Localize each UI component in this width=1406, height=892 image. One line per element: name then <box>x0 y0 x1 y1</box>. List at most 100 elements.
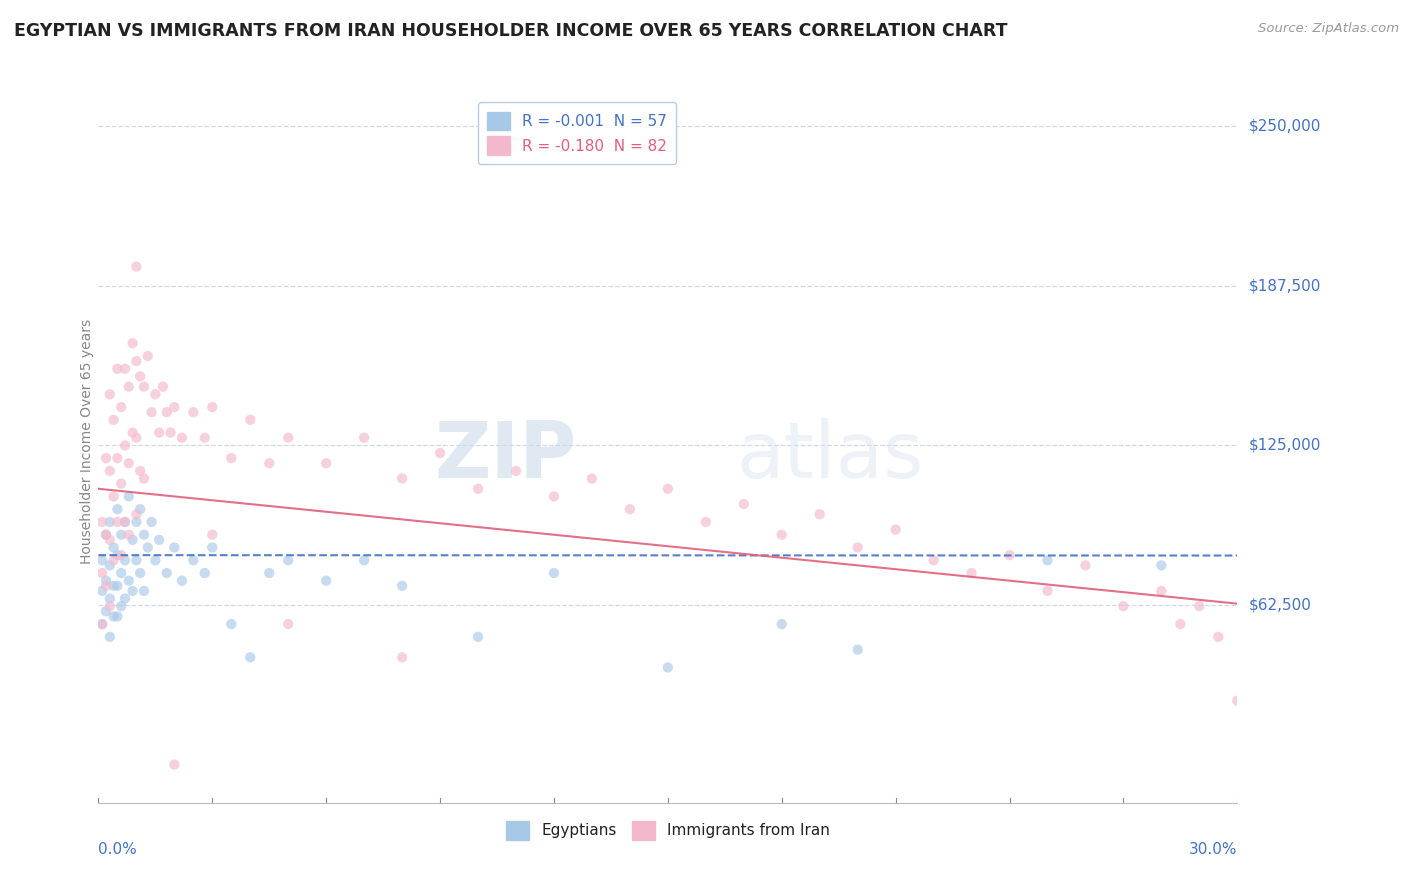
Point <box>163 400 186 414</box>
Point <box>170 431 193 445</box>
Point <box>132 527 155 541</box>
Point <box>163 757 186 772</box>
Point <box>98 599 121 614</box>
Point <box>353 553 375 567</box>
Point <box>103 579 125 593</box>
Point <box>110 400 132 414</box>
Point <box>91 566 114 580</box>
Point <box>846 541 869 555</box>
Point <box>194 566 217 580</box>
Point <box>136 541 159 555</box>
Point <box>103 490 125 504</box>
Point <box>103 413 125 427</box>
Point <box>315 456 337 470</box>
Point <box>125 553 148 567</box>
Point <box>114 361 136 376</box>
Point <box>808 508 831 522</box>
Point <box>141 405 163 419</box>
Point <box>110 566 132 580</box>
Point <box>239 650 262 665</box>
Point <box>103 609 125 624</box>
Text: atlas: atlas <box>737 418 924 494</box>
Point <box>98 515 121 529</box>
Point <box>543 566 565 580</box>
Point <box>467 630 489 644</box>
Point <box>107 361 129 376</box>
Point <box>118 456 141 470</box>
Point <box>391 650 413 665</box>
Point <box>94 527 117 541</box>
Point <box>132 472 155 486</box>
Point <box>98 464 121 478</box>
Point <box>277 553 299 567</box>
Point <box>145 553 167 567</box>
Point <box>695 515 717 529</box>
Point <box>581 472 603 486</box>
Point <box>315 574 337 588</box>
Point <box>221 451 243 466</box>
Point <box>221 617 243 632</box>
Point <box>884 523 907 537</box>
Text: $125,000: $125,000 <box>1249 438 1320 453</box>
Point <box>98 387 121 401</box>
Point <box>619 502 641 516</box>
Point <box>1112 599 1135 614</box>
Point <box>159 425 181 440</box>
Text: Source: ZipAtlas.com: Source: ZipAtlas.com <box>1258 22 1399 36</box>
Point <box>998 548 1021 562</box>
Point <box>98 533 121 547</box>
Point <box>960 566 983 580</box>
Point <box>118 490 141 504</box>
Point <box>125 431 148 445</box>
Point <box>129 502 152 516</box>
Point <box>129 566 152 580</box>
Point <box>141 515 163 529</box>
Point <box>114 515 136 529</box>
Point <box>163 541 186 555</box>
Point <box>201 527 224 541</box>
Point <box>148 533 170 547</box>
Point <box>129 369 152 384</box>
Point <box>277 617 299 632</box>
Point <box>98 591 121 606</box>
Legend: Egyptians, Immigrants from Iran: Egyptians, Immigrants from Iran <box>501 815 835 846</box>
Point <box>846 642 869 657</box>
Point <box>91 617 114 632</box>
Point <box>770 527 793 541</box>
Point <box>132 583 155 598</box>
Point <box>94 579 117 593</box>
Point <box>125 515 148 529</box>
Point <box>183 553 205 567</box>
Point <box>132 379 155 393</box>
Point <box>103 541 125 555</box>
Point <box>118 379 141 393</box>
Text: 0.0%: 0.0% <box>98 842 138 856</box>
Text: $187,500: $187,500 <box>1249 278 1320 293</box>
Point <box>657 482 679 496</box>
Point <box>259 566 281 580</box>
Point <box>94 451 117 466</box>
Point <box>156 566 179 580</box>
Point <box>110 599 132 614</box>
Point <box>107 579 129 593</box>
Point <box>505 464 527 478</box>
Point <box>1188 599 1211 614</box>
Point <box>770 617 793 632</box>
Point <box>98 630 121 644</box>
Point <box>107 502 129 516</box>
Point <box>201 541 224 555</box>
Point <box>391 472 413 486</box>
Point <box>391 579 413 593</box>
Point <box>657 660 679 674</box>
Point <box>94 527 117 541</box>
Point <box>121 533 143 547</box>
Point <box>91 617 114 632</box>
Point <box>170 574 193 588</box>
Point <box>201 400 224 414</box>
Point <box>183 405 205 419</box>
Point <box>114 438 136 452</box>
Point <box>353 431 375 445</box>
Point <box>91 583 114 598</box>
Point <box>194 431 217 445</box>
Text: EGYPTIAN VS IMMIGRANTS FROM IRAN HOUSEHOLDER INCOME OVER 65 YEARS CORRELATION CH: EGYPTIAN VS IMMIGRANTS FROM IRAN HOUSEHO… <box>14 22 1008 40</box>
